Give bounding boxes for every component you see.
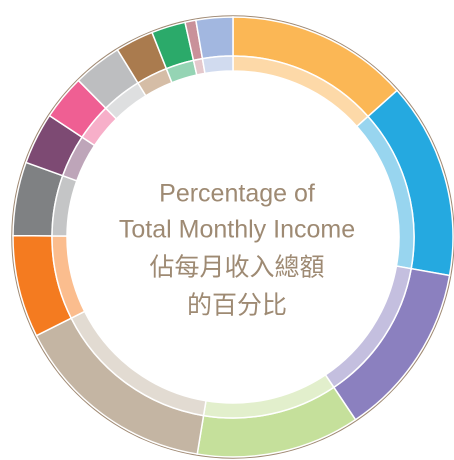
title-line: Total Monthly Income — [119, 216, 355, 244]
title-line: Percentage of — [159, 180, 315, 208]
donut — [12, 16, 454, 458]
outer-segment — [194, 16, 234, 60]
outer-segment — [35, 317, 205, 455]
title-line: 的百分比 — [187, 292, 287, 320]
inner-segment — [201, 55, 234, 75]
outline — [11, 15, 454, 459]
center-title: Percentage of Total Monthly Income 佔每月收入總額… — [119, 180, 355, 320]
title-line: 佔每月收入總額 — [149, 254, 324, 282]
